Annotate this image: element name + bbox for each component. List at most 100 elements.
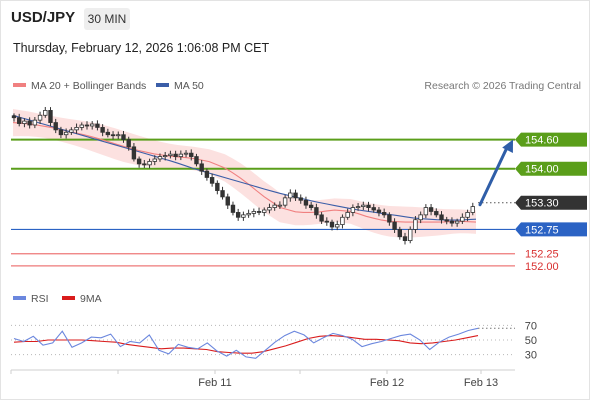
candle-body [267, 207, 272, 211]
candle-body [434, 211, 439, 216]
rsi-tick-70: 70 [525, 320, 537, 332]
candle [142, 159, 147, 168]
candle-body [22, 120, 27, 124]
candle-body [272, 204, 277, 208]
candle-body [371, 207, 376, 211]
price-tag-text: 154.00 [525, 164, 559, 176]
time-tick-label: Feb 11 [198, 377, 231, 389]
timeframe-badge[interactable]: 30 MIN [84, 8, 130, 30]
candle-body [220, 190, 225, 198]
candle-body [147, 161, 152, 166]
candle-body [58, 129, 64, 136]
candle-body [53, 122, 58, 131]
candle [43, 106, 48, 118]
candle [418, 211, 423, 224]
candle-body [126, 139, 131, 148]
candle-body [241, 214, 246, 218]
candle [423, 204, 429, 219]
candle [319, 212, 324, 224]
candle [272, 202, 277, 211]
copyright: Research © 2026 Trading Central [424, 80, 581, 92]
time-tick-label: Feb 13 [464, 377, 498, 389]
candle [267, 203, 272, 214]
legend-9ma: 9MA [62, 293, 102, 305]
candle-body [282, 197, 288, 206]
price-tag-bg [515, 222, 587, 237]
rsi-ma-line [13, 335, 479, 354]
candle-body [355, 206, 361, 209]
candle [126, 136, 131, 151]
candle-body [48, 110, 53, 123]
candle-body [350, 207, 356, 213]
candle-body [95, 123, 100, 128]
legend-label-ma20: MA 20 + Bollinger Bands [31, 80, 147, 92]
legend-swatch-ma20 [13, 83, 26, 88]
candle [361, 201, 366, 210]
candle-body [423, 207, 429, 216]
candle [376, 207, 382, 217]
candle-body [131, 146, 137, 160]
candle-body [460, 216, 465, 222]
candle-body [319, 214, 324, 222]
candle-body [79, 124, 84, 128]
candle-body [43, 110, 48, 116]
candle [152, 155, 157, 166]
candle-body [116, 134, 121, 137]
candle-body [408, 229, 413, 242]
candle [100, 124, 105, 137]
candle [460, 213, 465, 224]
candle [69, 127, 74, 135]
candle [95, 120, 100, 131]
candle-body [178, 153, 184, 157]
candle [288, 189, 293, 202]
price-label-152.25: 152.25 [525, 249, 559, 261]
candle-body [235, 212, 241, 218]
candle [168, 150, 173, 159]
legend-rsi: RSI [13, 293, 49, 305]
legend-label-9ma: 9MA [80, 293, 102, 305]
candle-body [251, 211, 257, 214]
time-tick-label: Feb 12 [370, 377, 404, 389]
candle-body [162, 155, 168, 158]
candle [251, 208, 257, 218]
timestamp: Thursday, February 12, 2026 1:06:08 PM C… [13, 41, 270, 55]
candle [465, 209, 470, 222]
candle [298, 194, 303, 204]
price-tag-154.00: 154.00 [515, 161, 587, 176]
candle-body [345, 212, 350, 218]
candle-body [110, 134, 116, 137]
price-tag-text: 152.75 [525, 224, 559, 236]
candle [220, 186, 225, 200]
candle [53, 118, 58, 134]
candle-body [136, 158, 142, 165]
candle [121, 130, 126, 143]
candle-body [298, 197, 303, 201]
candle-body [465, 212, 470, 218]
legend-label-rsi: RSI [31, 293, 49, 305]
candle-body [288, 192, 293, 199]
candle-body [402, 236, 408, 241]
candle-body [90, 123, 95, 127]
candle-body [418, 214, 423, 221]
candle [215, 180, 220, 195]
candle-body [335, 224, 340, 228]
candle-body [63, 131, 69, 136]
candle [110, 131, 116, 140]
bollinger-band [13, 109, 476, 238]
candle-body [392, 221, 397, 230]
candle-body [100, 127, 105, 133]
candle-body [308, 204, 314, 208]
candle [199, 159, 204, 175]
legend-ma50: MA 50 [156, 80, 204, 92]
candle-body [105, 131, 111, 136]
price-tag-text: 153.30 [525, 198, 559, 210]
candle-body [27, 120, 32, 126]
candle-body [277, 204, 283, 207]
legend-ma20: MA 20 + Bollinger Bands [13, 80, 146, 92]
candle-body [11, 115, 17, 119]
price-tag-154.60: 154.60 [515, 132, 587, 147]
candle-body [142, 163, 147, 166]
candle [22, 118, 27, 128]
candle-body [324, 220, 330, 223]
